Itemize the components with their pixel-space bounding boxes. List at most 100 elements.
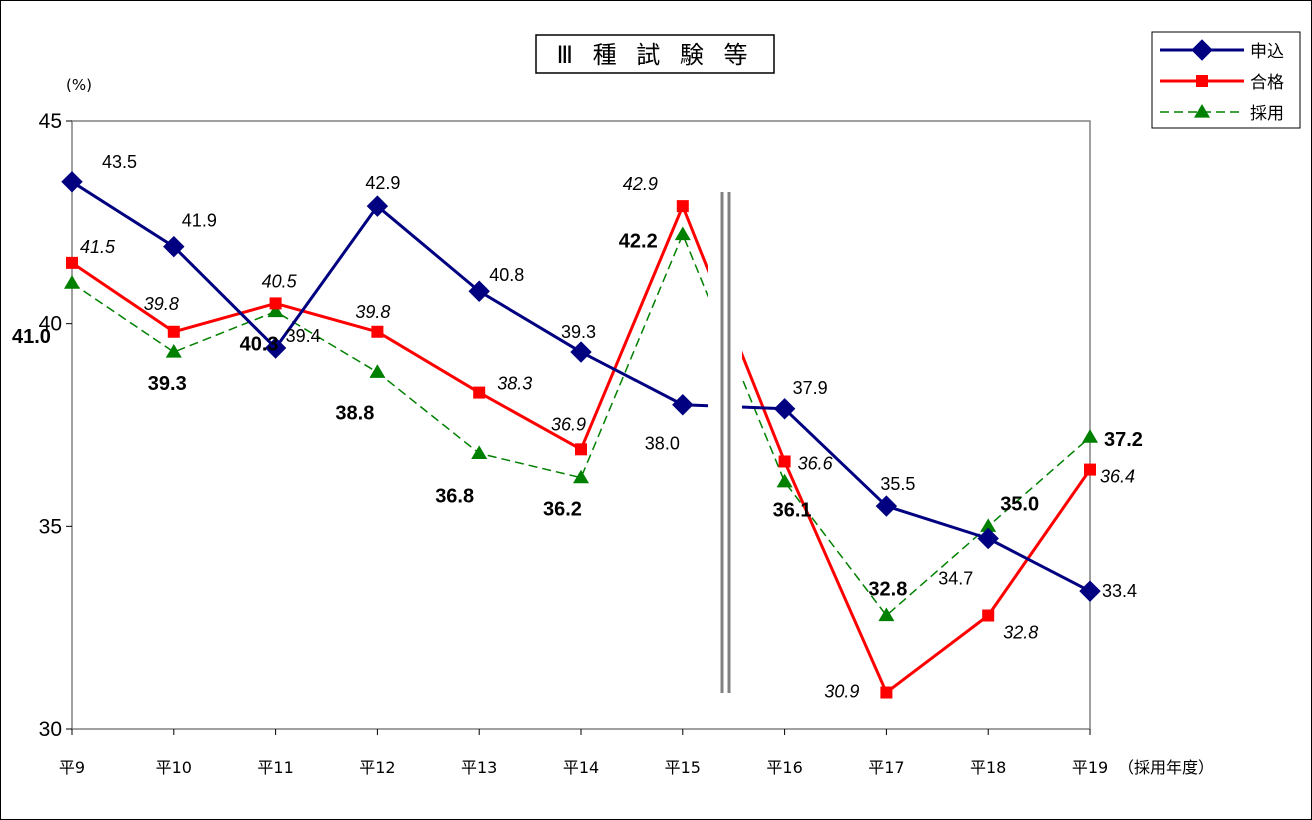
data-label-applicants: 41.9 bbox=[182, 211, 217, 231]
data-label-passers: 36.4 bbox=[1100, 467, 1135, 487]
data-label-passers: 42.9 bbox=[623, 174, 658, 194]
data-label-hires: 38.8 bbox=[335, 402, 374, 424]
x-tick-label: 平17 bbox=[868, 758, 904, 777]
point-passers bbox=[676, 200, 689, 213]
x-tick-label: 平11 bbox=[257, 758, 293, 777]
data-label-hires: 42.2 bbox=[619, 230, 658, 252]
data-label-applicants: 39.4 bbox=[286, 326, 321, 346]
data-label-applicants: 35.5 bbox=[880, 474, 915, 494]
y-tick-label: 35 bbox=[39, 515, 62, 538]
legend-marker-passers bbox=[1196, 75, 1208, 87]
break-gap bbox=[708, 180, 742, 700]
x-tick-label: 平13 bbox=[461, 758, 497, 777]
legend-marker-applicants bbox=[1191, 39, 1213, 61]
point-passers bbox=[880, 686, 893, 699]
point-applicants bbox=[163, 235, 185, 258]
x-tick-label: 平16 bbox=[766, 758, 802, 777]
series-hires bbox=[64, 226, 1098, 622]
point-applicants bbox=[468, 280, 490, 302]
x-tick-label: 平15 bbox=[665, 758, 701, 777]
point-applicants bbox=[366, 195, 389, 217]
legend-marker-hires bbox=[1194, 104, 1210, 118]
data-label-applicants: 37.9 bbox=[793, 378, 828, 398]
data-label-applicants: 33.4 bbox=[1102, 581, 1137, 601]
data-label-layer: 43.5 41.9 39.4 42.9 40.8 39.3 38.0 37.9 35.5 34.7… bbox=[12, 152, 1143, 702]
data-label-applicants: 39.3 bbox=[561, 322, 596, 342]
y-tick-label: 40 bbox=[39, 313, 62, 336]
data-label-applicants: 42.9 bbox=[365, 173, 400, 193]
series-layer bbox=[61, 171, 1101, 699]
data-label-passers: 40.5 bbox=[262, 271, 298, 291]
plot-area bbox=[71, 120, 1091, 730]
point-applicants bbox=[875, 495, 898, 517]
chart-title: Ⅲ 種 試 験 等 bbox=[556, 41, 753, 69]
data-label-passers: 39.8 bbox=[144, 294, 179, 314]
point-applicants bbox=[61, 171, 83, 193]
data-label-passers: 30.9 bbox=[824, 682, 859, 702]
point-applicants bbox=[977, 527, 999, 550]
point-passers bbox=[982, 609, 995, 622]
data-label-hires: 40.3 bbox=[240, 334, 279, 356]
data-label-hires: 32.8 bbox=[868, 579, 907, 601]
data-label-applicants: 38.0 bbox=[645, 434, 680, 454]
data-label-passers: 39.8 bbox=[355, 302, 390, 322]
point-applicants bbox=[773, 398, 796, 420]
x-tick-label: 平19 bbox=[1072, 758, 1108, 777]
data-label-passers: 32.8 bbox=[1003, 623, 1038, 643]
point-hires bbox=[64, 275, 80, 289]
point-passers bbox=[371, 325, 384, 338]
point-hires bbox=[878, 607, 895, 622]
point-applicants bbox=[570, 341, 592, 363]
point-hires bbox=[1082, 429, 1098, 443]
point-passers bbox=[167, 325, 180, 338]
x-tick-label: 平9 bbox=[59, 758, 85, 777]
x-tick-label: 平12 bbox=[359, 758, 395, 777]
data-label-applicants: 43.5 bbox=[102, 152, 137, 172]
point-hires bbox=[267, 303, 284, 318]
data-label-hires: 39.3 bbox=[148, 373, 187, 395]
title-box bbox=[535, 34, 775, 74]
point-passers bbox=[778, 455, 791, 468]
data-label-passers: 38.3 bbox=[497, 374, 532, 394]
data-label-passers: 36.6 bbox=[798, 453, 834, 473]
axis-break-marker bbox=[708, 180, 742, 700]
x-axis-suffix: （採用年度） bbox=[1118, 758, 1214, 777]
point-passers bbox=[66, 256, 78, 269]
legend-label-hires: 採用 bbox=[1250, 104, 1284, 124]
data-label-passers: 36.9 bbox=[551, 414, 586, 434]
legend-label-passers: 合格 bbox=[1250, 73, 1284, 93]
point-hires bbox=[573, 469, 589, 484]
point-applicants bbox=[672, 394, 694, 416]
point-hires bbox=[165, 344, 182, 358]
data-label-hires: 37.2 bbox=[1104, 429, 1143, 451]
axis-layer: 30 35 40 45 平9 平10 平11 平12 平13 平14 平15 平16 平17 平18 平19 bbox=[39, 110, 1109, 777]
point-hires bbox=[980, 518, 997, 532]
data-label-hires: 35.0 bbox=[1000, 493, 1039, 515]
x-tick-label: 平18 bbox=[970, 758, 1006, 777]
point-passers bbox=[575, 443, 587, 456]
point-applicants bbox=[264, 337, 287, 359]
data-label-hires: 36.1 bbox=[773, 500, 812, 522]
y-tick-label: 45 bbox=[39, 110, 62, 133]
data-label-applicants: 34.7 bbox=[938, 568, 973, 588]
point-hires bbox=[776, 473, 793, 488]
series-applicants bbox=[61, 171, 1101, 602]
point-hires bbox=[674, 226, 691, 241]
legend-label-applicants: 申込 bbox=[1250, 42, 1284, 62]
x-tick-label: 平14 bbox=[563, 758, 599, 777]
data-label-hires: 36.8 bbox=[435, 485, 474, 507]
point-applicants bbox=[1079, 580, 1101, 602]
y-axis-unit: (%) bbox=[66, 76, 92, 94]
data-label-applicants: 40.8 bbox=[489, 265, 524, 285]
data-label-passers: 41.5 bbox=[80, 237, 116, 257]
data-label-hires: 41.0 bbox=[12, 326, 51, 348]
point-hires bbox=[471, 445, 488, 459]
y-tick-label: 30 bbox=[39, 718, 62, 741]
data-label-hires: 36.2 bbox=[543, 499, 582, 521]
point-passers bbox=[269, 297, 282, 310]
series-line-hires bbox=[71, 233, 1091, 617]
